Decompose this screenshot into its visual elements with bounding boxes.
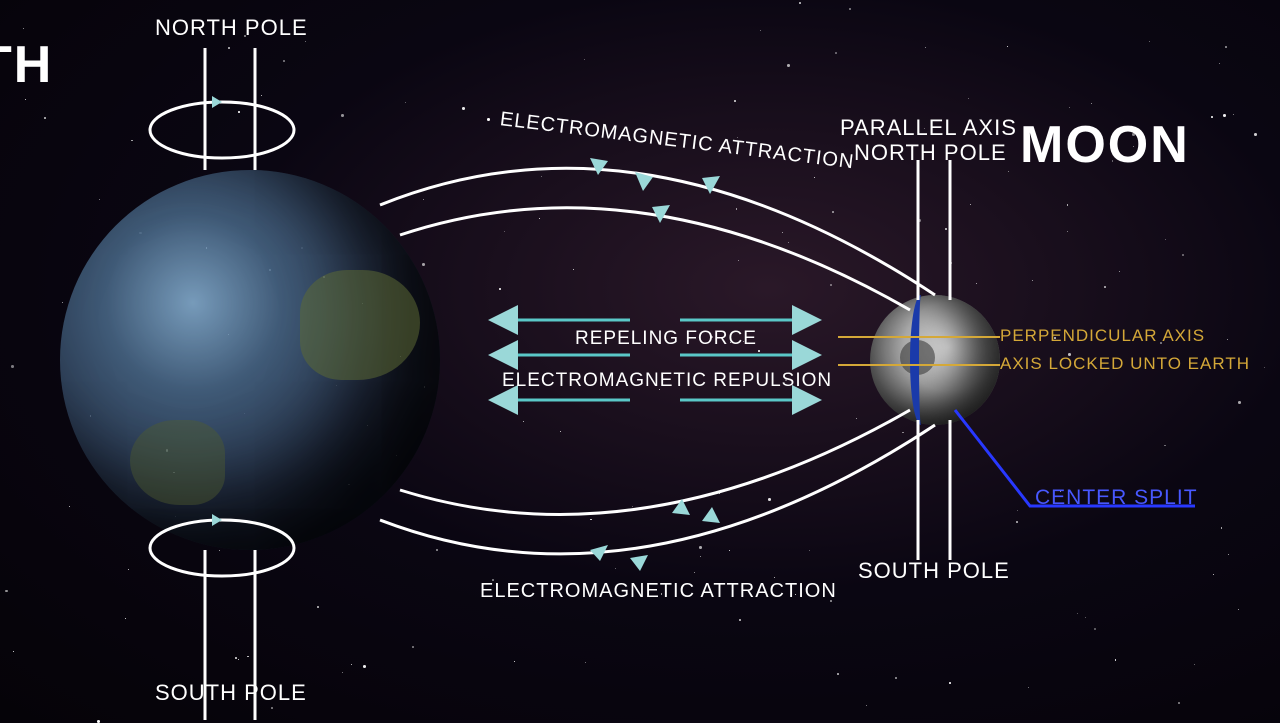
field-line bbox=[380, 425, 935, 554]
moon-center-split-icon bbox=[910, 295, 932, 425]
em-attraction-bottom-label: ELECTROMAGNETIC ATTRACTION bbox=[480, 580, 837, 603]
north-pole-label: NORTH POLE bbox=[155, 15, 308, 41]
arrowhead-icon bbox=[635, 172, 653, 191]
moon-title: MOON bbox=[1020, 115, 1190, 175]
field-line bbox=[380, 168, 935, 295]
rotation-ellipse-top bbox=[150, 102, 294, 158]
perpendicular-axis-label: PERPENDICULAR AXIS bbox=[1000, 326, 1205, 346]
arrowhead-icon bbox=[702, 507, 720, 523]
south-pole-label: SOUTH POLE bbox=[155, 680, 307, 706]
repelling-force-label: REPELING FORCE bbox=[575, 328, 757, 350]
arrowhead-icon bbox=[672, 499, 690, 515]
moon-north-pole-label: NORTH POLE bbox=[854, 140, 1007, 166]
center-split-label: CENTER SPLIT bbox=[1035, 486, 1198, 510]
rotation-arrow-icon bbox=[212, 96, 222, 108]
earth-title: TH bbox=[0, 35, 53, 95]
earth-icon bbox=[60, 170, 440, 550]
em-repulsion-label: ELECTROMAGNETIC REPULSION bbox=[502, 370, 832, 392]
arrowhead-icon bbox=[590, 158, 608, 175]
arrowhead-icon bbox=[702, 176, 720, 194]
moon-icon bbox=[870, 295, 1000, 425]
arrowhead-icon bbox=[652, 205, 670, 223]
arrowhead-icon bbox=[590, 545, 608, 561]
arrowhead-icon bbox=[630, 555, 648, 571]
parallel-axis-label: PARALLEL AXIS bbox=[840, 115, 1017, 141]
field-line bbox=[400, 410, 910, 514]
moon-south-pole-label: SOUTH POLE bbox=[858, 558, 1010, 584]
field-line bbox=[400, 208, 910, 310]
axis-locked-label: AXIS LOCKED UNTO EARTH bbox=[1000, 354, 1250, 374]
em-attraction-top-label: ELECTROMAGNETIC ATTRACTION bbox=[499, 108, 856, 174]
